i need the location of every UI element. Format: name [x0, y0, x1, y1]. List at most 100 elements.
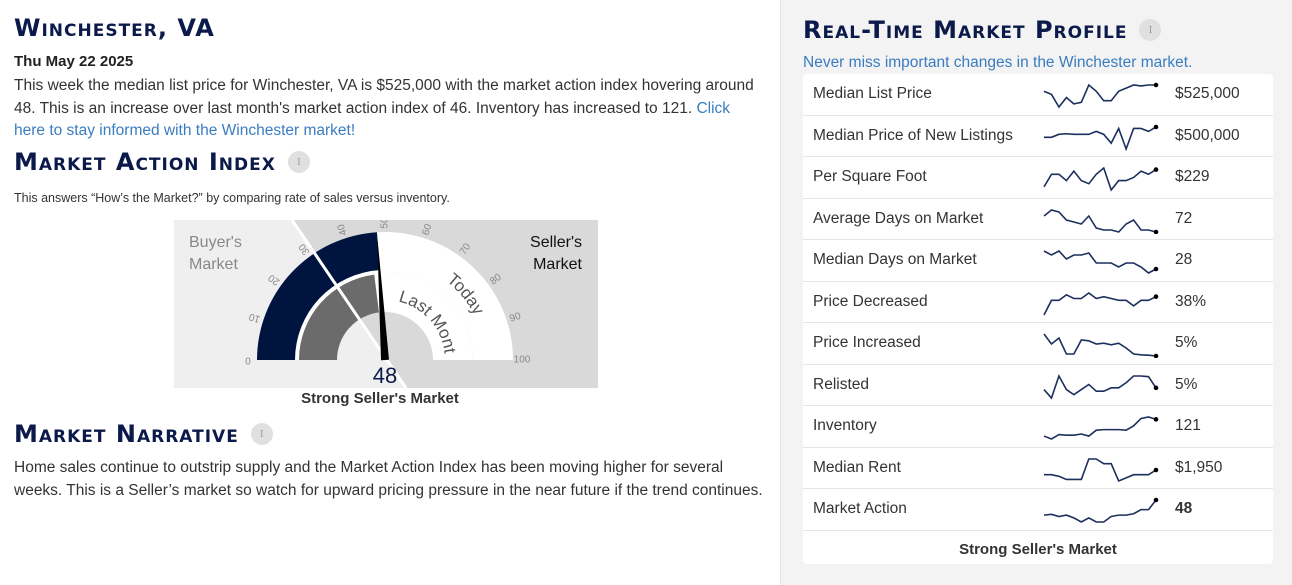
profile-row: Price Increased 5%	[803, 323, 1273, 365]
profile-row: Average Days on Market 72	[803, 199, 1273, 240]
row-label: Median Days on Market	[813, 251, 977, 269]
mai-title: Market Action Index i	[14, 148, 310, 176]
sparkline-line	[1043, 208, 1157, 233]
trend-sparkline	[1043, 416, 1159, 441]
sparkline-end-dot	[1153, 417, 1159, 422]
sparkline-end-dot	[1153, 167, 1159, 173]
profile-row: Median Price of New Listings $500,000	[803, 116, 1273, 157]
row-label: Inventory	[813, 417, 877, 435]
sparkline-end-dot	[1153, 353, 1159, 359]
trend-sparkline	[1043, 373, 1159, 400]
trend-sparkline	[1044, 457, 1159, 482]
sparkline-end-dot	[1153, 266, 1159, 272]
gauge-tick-label: 50	[380, 220, 391, 229]
trend-sparkline	[1043, 166, 1159, 192]
row-label: Price Increased	[813, 334, 921, 352]
mai-description: This answers “How’s the Market?” by comp…	[14, 191, 450, 205]
market-profile-panel: Real-Time Market Profile i Never miss imp…	[780, 0, 1292, 585]
row-value: $229	[1175, 168, 1210, 186]
sparkline-end-dot	[1153, 497, 1159, 503]
sparkline-end-dot	[1153, 82, 1159, 88]
info-icon[interactable]: i	[250, 423, 273, 445]
profile-row: Inventory 121	[803, 406, 1273, 448]
row-value: 72	[1175, 209, 1193, 227]
sparkline-line	[1044, 126, 1157, 151]
row-value: 121	[1175, 417, 1201, 435]
sellers-market-label: Seller's	[530, 234, 582, 251]
trend-sparkline	[1043, 497, 1159, 524]
left-panel: Winchester, VA Thu May 22 2025 This week…	[14, 14, 763, 499]
profile-row: Relisted 5%	[803, 365, 1273, 406]
sellers-market-label: Market	[533, 256, 582, 273]
summary: This week the median list price for Winc…	[14, 75, 754, 143]
sparkline-line	[1043, 291, 1157, 316]
gauge-tick-label: 40	[336, 222, 350, 236]
sparkline-end-dot	[1153, 385, 1159, 390]
row-label: Average Days on Market	[813, 209, 984, 227]
row-value: $500,000	[1175, 126, 1240, 144]
sparkline-end-dot	[1153, 124, 1159, 130]
sparkline-line	[1044, 457, 1157, 482]
gauge-value: 48	[373, 363, 397, 388]
trend-sparkline	[1043, 82, 1159, 109]
gauge-tick-label: 10	[247, 310, 261, 324]
profile-row: Price Decreased 38%	[803, 282, 1273, 323]
gauge-tick-label: 90	[508, 311, 522, 325]
row-label: Median Price of New Listings	[813, 126, 1013, 144]
profile-subtitle-link[interactable]: Never miss important changes in the Winc…	[803, 54, 1193, 71]
profile-row: Median List Price $525,000	[803, 74, 1273, 116]
sparkline-end-dot	[1153, 229, 1159, 234]
info-icon[interactable]: i	[287, 151, 310, 173]
buyers-market-label: Buyer's	[189, 234, 242, 251]
gauge-tick-label: 0	[245, 354, 251, 365]
info-icon[interactable]: i	[1139, 19, 1162, 41]
today-arc	[257, 232, 380, 360]
date: Thu May 22 2025	[14, 53, 134, 70]
profile-footer-status: Strong Seller's Market	[959, 540, 1117, 558]
profile-table: Median List Price $525,000 Median Price o…	[803, 74, 1273, 564]
sparkline-line	[1043, 416, 1157, 441]
row-value: 5%	[1175, 334, 1198, 352]
sparkline-line	[1043, 499, 1157, 524]
buyers-market-label: Market	[189, 256, 238, 273]
sparkline-end-dot	[1153, 294, 1159, 299]
gauge-needle	[377, 235, 389, 361]
row-label: Market Action	[813, 500, 907, 518]
row-value: 48	[1175, 500, 1193, 518]
gauge-tick-label: 60	[421, 222, 435, 236]
sparkline-line	[1043, 333, 1157, 358]
stay-informed-link[interactable]: Click here to stay informed with the Win…	[14, 99, 731, 140]
gauge-status: Strong Seller's Market	[301, 390, 459, 407]
narrative-text: Home sales continue to outstrip supply a…	[14, 459, 763, 499]
buyer-seller-divider	[290, 220, 408, 388]
sparkline-line	[1043, 373, 1157, 400]
sparkline-line	[1043, 250, 1157, 275]
sparkline-line	[1043, 166, 1157, 192]
page-title: Winchester, VA	[14, 14, 215, 42]
narrative-title: Market Narrative i	[14, 420, 273, 448]
row-value: 5%	[1175, 375, 1198, 393]
profile-row: Median Rent $1,950	[803, 448, 1273, 489]
sparkline-line	[1043, 83, 1156, 109]
row-label: Price Decreased	[813, 292, 928, 310]
trend-sparkline	[1043, 208, 1159, 234]
profile-row: Market Action 48	[803, 489, 1273, 531]
row-label: Per Square Foot	[813, 168, 927, 186]
profile-row: Per Square Foot $229	[803, 157, 1273, 199]
gauge-tick-label: 100	[514, 355, 531, 366]
mai-title-text: Market Action Index	[14, 148, 276, 176]
profile-title-text: Real-Time Market Profile	[803, 16, 1128, 44]
summary-text: This week the median list price for Winc…	[14, 77, 754, 117]
trend-sparkline	[1043, 250, 1159, 275]
narrative-title-text: Market Narrative	[14, 420, 239, 448]
trend-sparkline	[1044, 124, 1159, 151]
row-value: 38%	[1175, 292, 1207, 310]
row-label: Median Rent	[813, 458, 901, 476]
row-value: $1,950	[1175, 458, 1223, 476]
profile-title: Real-Time Market Profile i	[803, 16, 1162, 44]
row-value: $525,000	[1175, 85, 1240, 103]
profile-row: Median Days on Market 28	[803, 240, 1273, 282]
row-label: Relisted	[813, 375, 869, 393]
trend-sparkline	[1043, 291, 1159, 316]
